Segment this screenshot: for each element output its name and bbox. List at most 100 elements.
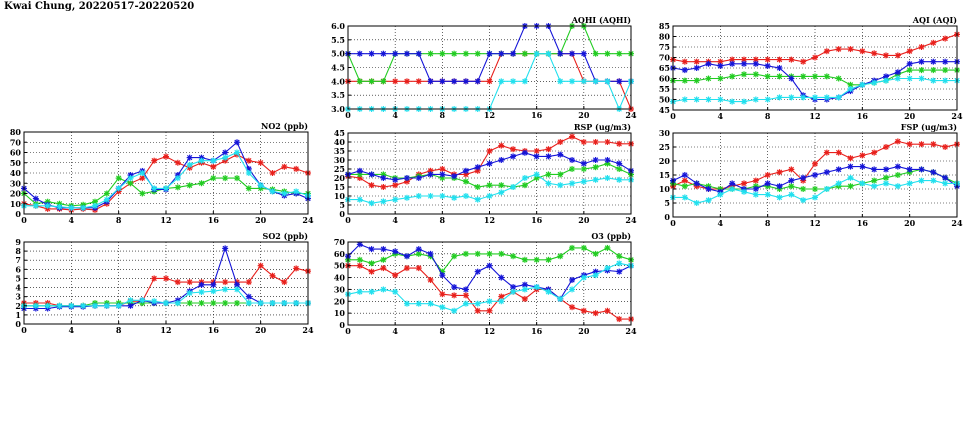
fsp-point-cyan — [729, 186, 736, 192]
aqi-point-green — [729, 73, 736, 80]
o3-x-tick-label: 24 — [625, 326, 637, 336]
rsp-point-blue — [545, 153, 552, 160]
rsp-point-red — [616, 140, 623, 147]
fsp-point-red — [764, 172, 771, 178]
fsp-point-red — [812, 160, 818, 167]
o3-point-green — [380, 256, 387, 263]
rsp-point-cyan — [498, 189, 505, 196]
aqhi-point-blue — [498, 50, 505, 57]
o3-point-green — [545, 256, 552, 263]
rsp-point-cyan — [510, 184, 517, 190]
aqhi-x-tick-label: 24 — [625, 110, 637, 120]
aqhi-point-red — [486, 78, 493, 85]
aqhi-y-tick-label: 4.0 — [331, 76, 345, 86]
rsp-point-blue — [521, 149, 528, 156]
o3-point-cyan — [569, 286, 576, 293]
fsp-point-blue — [705, 186, 712, 192]
o3-point-blue — [403, 253, 410, 260]
rsp-x-tick-label: 24 — [625, 215, 637, 225]
so2-point-cyan — [56, 302, 63, 309]
o3-point-cyan — [392, 288, 399, 295]
fsp-point-blue — [847, 163, 854, 170]
rsp-point-green — [616, 166, 623, 172]
rsp-point-cyan — [616, 176, 623, 183]
aqhi-point-green — [451, 50, 458, 57]
so2-point-green — [186, 300, 193, 307]
so2-x-tick-label: 8 — [116, 325, 122, 335]
so2-point-cyan — [234, 286, 240, 293]
o3-point-green — [474, 250, 481, 257]
o3-point-blue — [474, 268, 481, 275]
o3-point-blue — [380, 246, 387, 253]
o3-point-cyan — [415, 300, 422, 307]
o3-point-green — [356, 256, 363, 263]
fsp-point-blue — [835, 166, 842, 173]
chart-aqhi: 0 4 8 12 16 20 24 3.0 3.5 4.0 4.5 5.0 5.5 6.0 AQHI (AQ… — [331, 15, 637, 120]
no2-x-tick-label: 8 — [116, 215, 122, 225]
aqi-title: AQI (AQI) — [912, 15, 957, 25]
aqi-y-tick-label: 75 — [659, 42, 670, 52]
fsp-y-tick-label: 0 — [664, 212, 670, 222]
no2-y-tick-label: 20 — [10, 189, 22, 199]
aqi-point-cyan — [776, 94, 783, 101]
o3-point-green — [510, 253, 517, 260]
fsp-point-cyan — [788, 191, 795, 198]
fsp-point-cyan — [871, 183, 878, 190]
aqi-x-tick-label: 0 — [670, 111, 676, 121]
rsp-point-cyan — [368, 200, 375, 207]
no2-point-cyan — [92, 202, 98, 209]
fsp-point-blue — [918, 166, 925, 173]
aqi-point-blue — [693, 65, 700, 71]
rsp-point-blue — [604, 157, 611, 163]
no2-point-cyan — [269, 188, 276, 195]
aqhi-title: AQHI (AQHI) — [571, 15, 632, 25]
aqi-point-red — [918, 44, 925, 50]
fsp-point-red — [752, 177, 759, 184]
aqhi-point-green — [462, 50, 469, 57]
fsp-title: FSP (ug/m3) — [901, 122, 957, 132]
fsp-point-red — [788, 166, 795, 173]
aqi-x-tick-label: 16 — [857, 111, 869, 121]
aqhi-x-tick-label: 8 — [440, 110, 446, 120]
rsp-point-red — [604, 139, 611, 145]
fsp-point-red — [906, 141, 913, 148]
no2-series-blue — [21, 139, 311, 211]
aqi-point-green — [717, 75, 724, 82]
rsp-point-red — [569, 133, 576, 140]
o3-point-red — [580, 307, 587, 314]
fsp-series-red — [670, 138, 960, 192]
no2-y-tick-label: 0 — [15, 209, 21, 219]
o3-point-green — [486, 250, 493, 257]
aqhi-point-green — [592, 50, 599, 57]
aqi-point-cyan — [906, 75, 913, 82]
so2-point-blue — [210, 281, 217, 288]
o3-point-green — [451, 253, 458, 260]
rsp-x-tick-label: 16 — [531, 215, 543, 225]
rsp-point-red — [368, 182, 375, 189]
rsp-point-cyan — [545, 180, 552, 187]
aqhi-x-tick-label: 20 — [578, 110, 590, 120]
o3-point-blue — [427, 250, 434, 257]
fsp-point-red — [681, 177, 688, 184]
fsp-point-cyan — [741, 188, 747, 195]
so2-x-tick-label: 4 — [69, 325, 75, 335]
so2-point-cyan — [139, 297, 146, 304]
rsp-y-tick-label: 40 — [334, 137, 346, 147]
rsp-point-blue — [498, 157, 505, 163]
aqi-point-cyan — [764, 96, 771, 103]
aqi-point-green — [741, 71, 747, 78]
no2-point-red — [163, 153, 169, 160]
fsp-point-blue — [859, 163, 866, 170]
so2-y-tick-label: 7 — [15, 255, 21, 265]
o3-point-cyan — [604, 265, 611, 272]
fsp-point-red — [741, 180, 747, 187]
rsp-point-blue — [474, 164, 481, 171]
so2-point-red — [281, 279, 288, 286]
aqi-point-blue — [681, 67, 688, 74]
aqi-y-tick-label: 45 — [659, 105, 670, 115]
o3-point-green — [498, 250, 505, 257]
fsp-point-red — [883, 144, 889, 150]
o3-point-red — [368, 268, 375, 275]
